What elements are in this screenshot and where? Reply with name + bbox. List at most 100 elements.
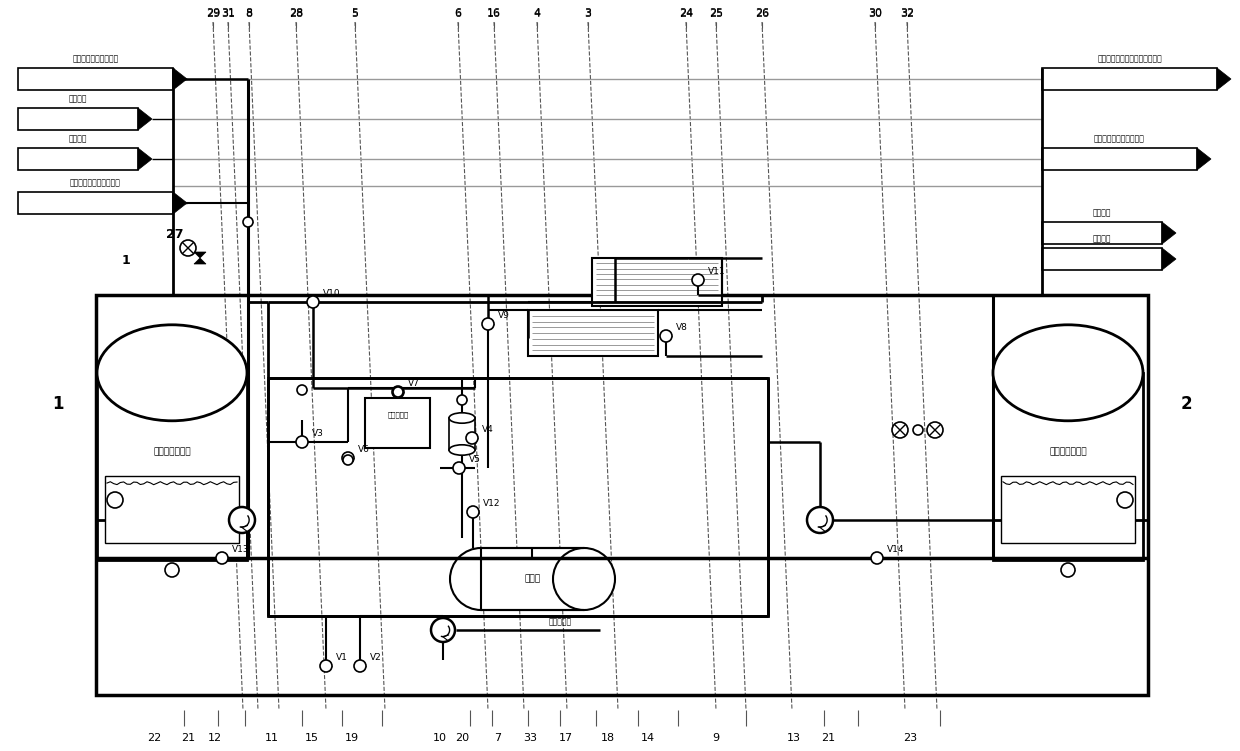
- Text: 7: 7: [495, 733, 501, 743]
- Text: 导热油导方系统热液系统: 导热油导方系统热液系统: [1094, 134, 1145, 143]
- Polygon shape: [174, 68, 187, 90]
- Polygon shape: [174, 192, 187, 214]
- Circle shape: [660, 330, 672, 342]
- Polygon shape: [1197, 148, 1211, 170]
- Bar: [449, 418, 475, 450]
- Bar: [19, 108, 138, 130]
- Text: 25: 25: [709, 8, 723, 18]
- Circle shape: [298, 385, 308, 395]
- Ellipse shape: [97, 324, 247, 421]
- Bar: [19, 192, 174, 214]
- Text: 3: 3: [584, 8, 591, 18]
- Bar: [97, 372, 247, 560]
- Text: 33: 33: [523, 733, 537, 743]
- Text: 3: 3: [584, 9, 591, 19]
- Circle shape: [342, 452, 353, 464]
- Circle shape: [807, 507, 833, 533]
- Circle shape: [308, 296, 319, 308]
- Text: 4: 4: [533, 8, 541, 18]
- Polygon shape: [138, 148, 153, 170]
- Bar: [268, 378, 768, 616]
- Text: V7: V7: [408, 379, 420, 388]
- Text: V1: V1: [336, 653, 348, 662]
- Text: 15: 15: [305, 733, 319, 743]
- Bar: [1001, 476, 1135, 543]
- Text: 5: 5: [351, 9, 358, 19]
- Text: 低压氮气充装卸载系统: 低压氮气充装卸载系统: [72, 54, 119, 63]
- Text: V6: V6: [358, 445, 370, 454]
- Circle shape: [393, 387, 403, 397]
- Polygon shape: [1162, 222, 1176, 244]
- Text: 22: 22: [146, 733, 161, 743]
- Text: 30: 30: [868, 9, 882, 19]
- Circle shape: [229, 507, 255, 533]
- Circle shape: [432, 618, 455, 642]
- Text: V2: V2: [370, 653, 382, 662]
- Circle shape: [296, 436, 308, 448]
- Text: 20: 20: [455, 733, 469, 743]
- Text: 导热油液导热油排液系统: 导热油液导热油排液系统: [71, 178, 122, 187]
- Text: 30: 30: [868, 8, 882, 18]
- Ellipse shape: [993, 324, 1143, 421]
- Polygon shape: [138, 108, 153, 130]
- Bar: [1042, 68, 1216, 90]
- Bar: [1042, 222, 1162, 244]
- Text: 1: 1: [52, 395, 63, 413]
- Circle shape: [180, 240, 196, 256]
- Bar: [379, 399, 417, 431]
- Bar: [528, 310, 658, 356]
- Circle shape: [892, 422, 908, 438]
- Text: 32: 32: [900, 8, 914, 18]
- Circle shape: [453, 462, 465, 474]
- Text: 25: 25: [709, 9, 723, 19]
- Text: 26: 26: [755, 9, 769, 19]
- Circle shape: [107, 492, 123, 508]
- Text: 28: 28: [289, 9, 303, 19]
- Bar: [481, 548, 584, 610]
- Text: 氮气传压导热油液调液供液系统: 氮气传压导热油液调液供液系统: [1097, 54, 1162, 63]
- Text: 6: 6: [455, 9, 461, 19]
- Text: 11: 11: [265, 733, 279, 743]
- Bar: [1042, 248, 1162, 270]
- Circle shape: [482, 318, 494, 330]
- Text: 膨胀罐: 膨胀罐: [525, 575, 541, 584]
- Circle shape: [320, 660, 332, 672]
- Text: 31: 31: [221, 9, 236, 19]
- Circle shape: [913, 425, 923, 435]
- Text: V14: V14: [887, 544, 904, 553]
- Text: V10: V10: [322, 288, 341, 297]
- Polygon shape: [193, 258, 206, 264]
- Text: 4: 4: [533, 9, 541, 19]
- Text: 高液导热油储能: 高液导热油储能: [1049, 448, 1086, 457]
- Text: 19: 19: [345, 733, 360, 743]
- Text: V9: V9: [498, 310, 510, 319]
- Text: 导热油补液: 导热油补液: [548, 617, 572, 626]
- Bar: [993, 372, 1143, 560]
- Bar: [105, 476, 239, 543]
- Ellipse shape: [450, 548, 512, 610]
- Ellipse shape: [553, 548, 615, 610]
- Text: 24: 24: [678, 9, 693, 19]
- Ellipse shape: [449, 413, 475, 424]
- Bar: [365, 398, 430, 448]
- Text: 24: 24: [678, 8, 693, 18]
- Text: 29: 29: [206, 9, 221, 19]
- Text: 31: 31: [221, 8, 236, 18]
- Text: 6: 6: [455, 8, 461, 18]
- Circle shape: [165, 563, 179, 577]
- Circle shape: [870, 552, 883, 564]
- Circle shape: [1117, 492, 1133, 508]
- Text: V12: V12: [484, 499, 501, 508]
- Polygon shape: [1216, 68, 1231, 90]
- Text: 8: 8: [246, 9, 253, 19]
- Text: 10: 10: [433, 733, 446, 743]
- Text: 17: 17: [559, 733, 573, 743]
- Text: 26: 26: [755, 8, 769, 18]
- Circle shape: [928, 422, 942, 438]
- Text: 32: 32: [900, 9, 914, 19]
- Circle shape: [467, 506, 479, 518]
- Circle shape: [343, 455, 353, 465]
- Text: V4: V4: [482, 424, 494, 433]
- Text: 5: 5: [351, 8, 358, 18]
- Text: V3: V3: [312, 429, 324, 438]
